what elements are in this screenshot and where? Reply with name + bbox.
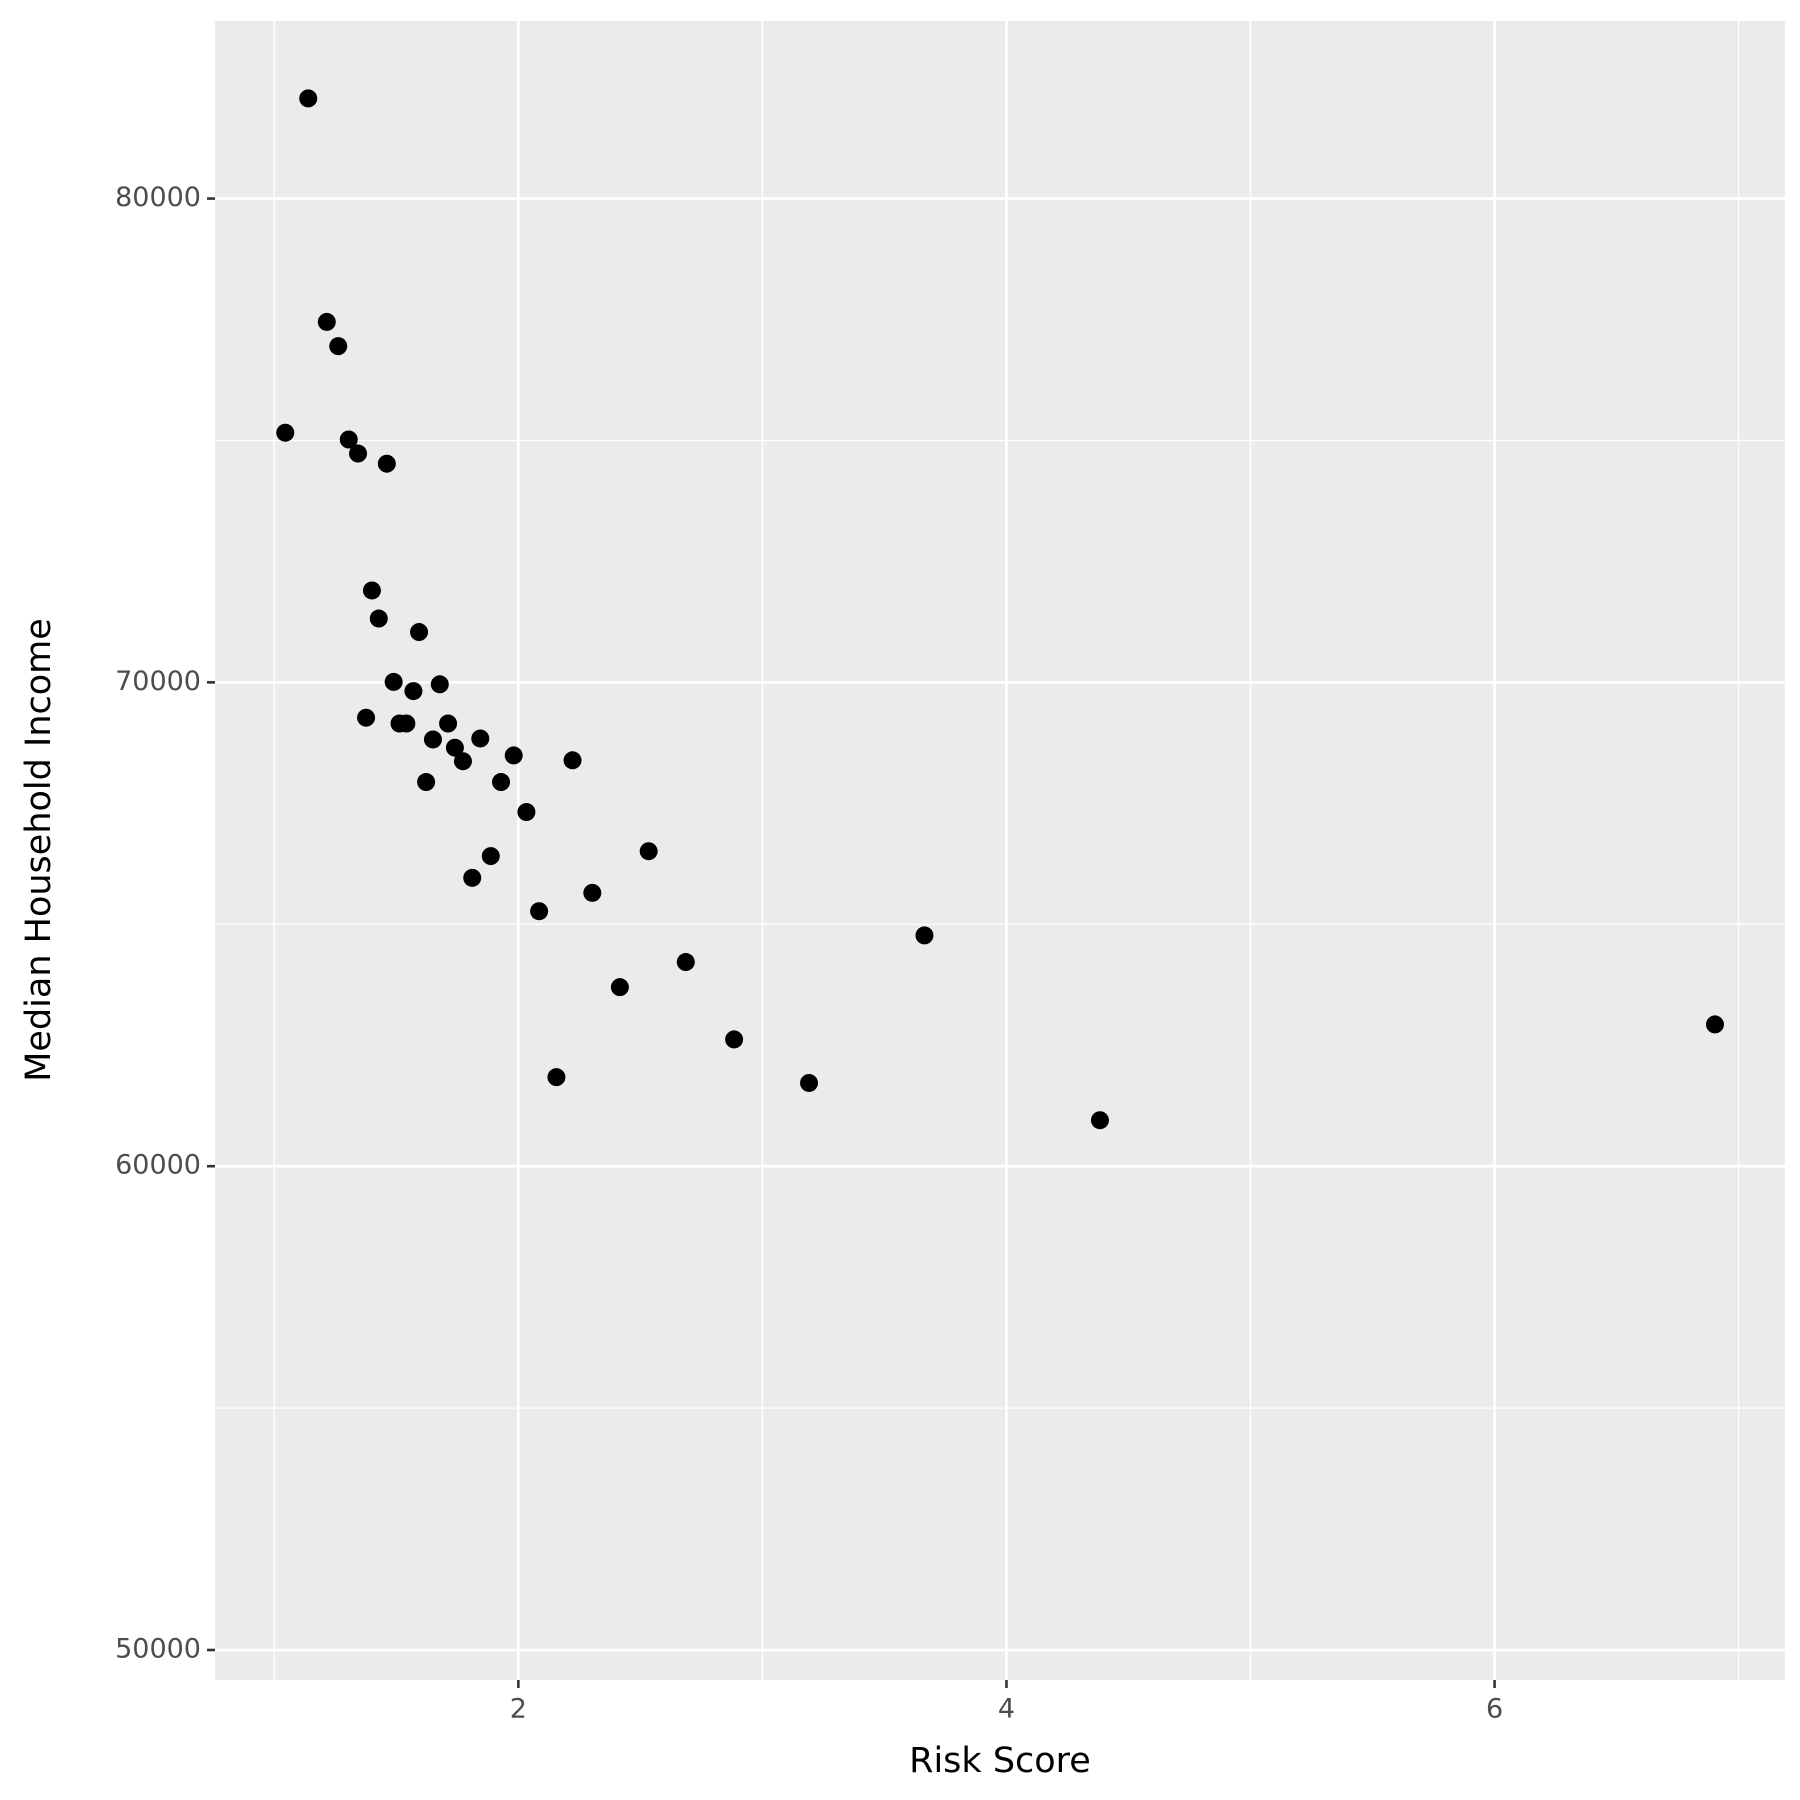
plot-panel — [215, 21, 1785, 1680]
point — [915, 926, 934, 945]
point — [481, 847, 500, 866]
point — [384, 672, 403, 691]
point — [800, 1073, 819, 1092]
y-tick-label: 60000 — [115, 1150, 201, 1181]
x-tick-label: 4 — [998, 1694, 1015, 1725]
point — [369, 609, 388, 628]
points — [276, 89, 1724, 1130]
point — [439, 714, 458, 733]
point — [430, 675, 449, 694]
point — [676, 953, 695, 972]
point — [349, 444, 368, 463]
point — [276, 423, 295, 442]
point — [547, 1068, 566, 1087]
point — [453, 752, 472, 771]
x-tick-label: 6 — [1486, 1694, 1503, 1725]
point — [339, 430, 358, 449]
y-tick-label: 70000 — [115, 666, 201, 697]
point — [504, 746, 523, 765]
point — [1705, 1015, 1724, 1034]
point — [610, 978, 629, 997]
y-axis-title: Median Household Income — [19, 618, 59, 1082]
point — [492, 773, 511, 792]
point — [563, 751, 582, 770]
point — [377, 454, 396, 473]
point — [445, 738, 464, 757]
point — [329, 337, 348, 356]
point — [463, 868, 482, 887]
point — [397, 714, 416, 733]
x-axis-title: Risk Score — [909, 1741, 1091, 1781]
point — [410, 623, 429, 642]
y-tick-label: 80000 — [115, 182, 201, 213]
y-tick-label: 50000 — [115, 1634, 201, 1665]
point — [530, 902, 549, 921]
point — [725, 1030, 744, 1049]
point — [404, 682, 423, 701]
point — [639, 842, 658, 861]
point — [423, 730, 442, 749]
grid — [215, 21, 1785, 1680]
point — [1090, 1111, 1109, 1130]
x-tick-label: 2 — [510, 1694, 527, 1725]
point — [583, 883, 602, 902]
point — [357, 708, 376, 727]
point — [317, 312, 336, 331]
point — [362, 581, 381, 600]
point — [471, 729, 490, 748]
point — [517, 803, 536, 822]
point — [299, 89, 318, 108]
point — [417, 773, 436, 792]
